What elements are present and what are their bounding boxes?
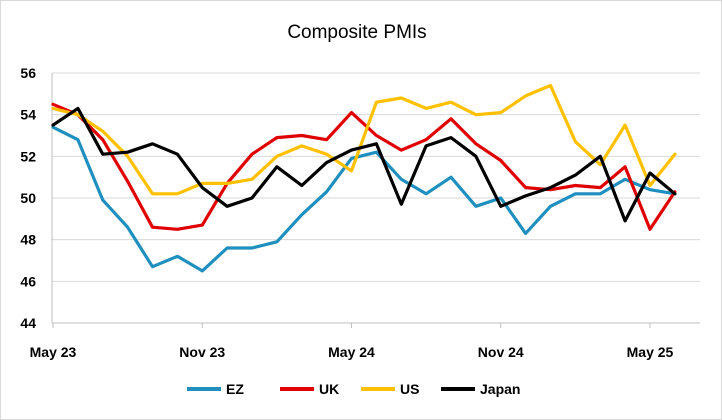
series-line-uk xyxy=(51,102,677,231)
series-line-ez xyxy=(51,125,677,273)
legend: EZ UK US Japan xyxy=(187,381,520,397)
series-lines xyxy=(51,83,677,273)
x-tick-label: May 24 xyxy=(328,344,375,360)
axes xyxy=(51,73,700,328)
legend-label-uk: UK xyxy=(319,381,339,397)
x-tick-label: Nov 24 xyxy=(478,344,524,360)
legend-label-us: US xyxy=(400,381,419,397)
y-tick-label: 48 xyxy=(20,232,36,248)
x-tick-labels: May 23 Nov 23 May 24 Nov 24 May 25 xyxy=(30,344,674,360)
series-line-japan xyxy=(51,106,677,223)
y-tick-label: 56 xyxy=(20,65,36,81)
series-line-us xyxy=(51,83,677,196)
gridlines xyxy=(52,72,700,282)
legend-label-japan: Japan xyxy=(480,381,520,397)
y-tick-label: 54 xyxy=(20,107,36,123)
x-tick-label: Nov 23 xyxy=(179,344,225,360)
y-tick-label: 46 xyxy=(20,273,36,289)
y-tick-label: 50 xyxy=(20,190,36,206)
y-tick-labels: 44 46 48 50 52 54 56 xyxy=(20,65,36,331)
y-tick-label: 52 xyxy=(20,148,36,164)
x-tick-label: May 23 xyxy=(30,344,77,360)
chart-title: Composite PMIs xyxy=(287,22,426,43)
legend-label-ez: EZ xyxy=(226,381,244,397)
x-tick-label: May 25 xyxy=(627,344,674,360)
y-tick-label: 44 xyxy=(20,315,36,331)
